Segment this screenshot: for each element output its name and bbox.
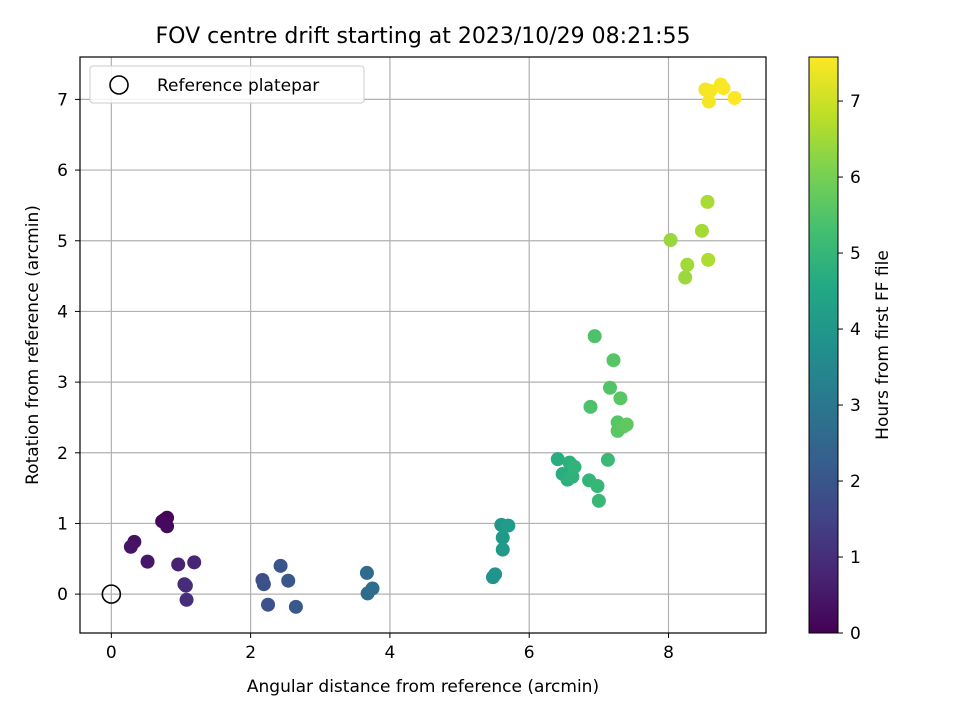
colorbar-tick-label: 5 <box>850 244 861 264</box>
scatter-point <box>583 399 598 414</box>
colorbar-tick-label: 4 <box>850 320 861 340</box>
scatter-point <box>160 519 175 534</box>
legend-marker <box>109 75 129 95</box>
x-axis-label: Angular distance from reference (arcmin) <box>247 677 599 697</box>
y-tick-label: 1 <box>57 514 68 534</box>
colorbar-tick-label: 3 <box>850 396 861 416</box>
y-tick-label: 4 <box>57 302 68 322</box>
y-tick-label: 2 <box>57 444 68 464</box>
scatter-point <box>602 380 617 395</box>
scatter-point <box>694 223 709 238</box>
y-tick-label: 6 <box>57 161 68 181</box>
scatter-point <box>600 452 615 467</box>
y-tick-label: 0 <box>57 585 68 605</box>
data-points <box>123 77 742 614</box>
scatter-point <box>179 592 194 607</box>
colorbar-tick-label: 6 <box>850 168 861 188</box>
scatter-point <box>288 599 303 614</box>
scatter-point <box>606 353 621 368</box>
reference-marker <box>101 584 122 604</box>
legend-box <box>89 65 365 104</box>
scatter-point <box>613 391 628 406</box>
colorbar-label: Hours from first FF file <box>873 250 893 440</box>
x-tick-label: 4 <box>385 643 396 663</box>
scatter-point <box>727 90 742 105</box>
colorbar: 0 1 2 3 4 5 6 7 Hours from first FF file <box>808 56 893 644</box>
scatter-point <box>587 329 602 344</box>
scatter-point <box>703 83 718 98</box>
colorbar-tick-label: 1 <box>850 548 861 568</box>
legend: Reference platepar <box>89 65 365 104</box>
scatter-point <box>171 557 186 572</box>
scatter-point <box>256 577 271 592</box>
scatter-point <box>550 452 565 467</box>
y-tick-label: 3 <box>57 373 68 393</box>
y-axis-label: Rotation from reference (arcmin) <box>23 205 43 485</box>
colorbar-gradient <box>808 56 839 634</box>
scatter-point <box>716 81 731 96</box>
colorbar-tick-label: 7 <box>850 92 861 112</box>
scatter-point <box>488 567 503 582</box>
colorbar-ticks: 0 1 2 3 4 5 6 7 <box>838 92 861 644</box>
scatter-point <box>680 257 695 272</box>
scatter-point <box>700 194 715 209</box>
scatter-point <box>678 270 693 285</box>
x-axis-ticks: 0 2 4 6 8 <box>106 633 674 663</box>
plot-frame <box>79 56 767 634</box>
colorbar-tick-label: 2 <box>850 472 861 492</box>
scatter-point <box>178 578 193 593</box>
y-tick-label: 7 <box>57 90 68 110</box>
scatter-point <box>281 573 296 588</box>
scatter-point <box>590 478 605 493</box>
x-tick-label: 2 <box>245 643 256 663</box>
colorbar-tick-label: 0 <box>850 624 861 644</box>
x-tick-label: 6 <box>524 643 535 663</box>
scatter-point <box>261 597 276 612</box>
x-tick-label: 0 <box>106 643 117 663</box>
scatter-point <box>567 459 582 474</box>
scatter-point <box>501 518 516 533</box>
scatter-point <box>359 565 374 580</box>
scatter-point <box>701 252 716 267</box>
legend-entry-reference-platepar: Reference platepar <box>157 76 319 96</box>
scatter-point <box>495 530 510 545</box>
grid-lines <box>80 57 766 633</box>
x-tick-label: 8 <box>663 643 674 663</box>
scatter-point <box>619 417 634 432</box>
scatter-point <box>701 94 716 109</box>
scatter-point <box>365 581 380 596</box>
scatter-point <box>591 493 606 508</box>
y-tick-label: 5 <box>57 232 68 252</box>
scatter-point <box>140 554 155 569</box>
chart-title: FOV centre drift starting at 2023/10/29 … <box>156 24 691 49</box>
scatter-point <box>123 539 138 554</box>
scatter-point <box>495 542 510 557</box>
scatter-point <box>187 555 202 570</box>
scatter-point <box>273 558 288 573</box>
scatter-point <box>663 233 678 248</box>
y-axis-ticks: 0 1 2 3 4 5 6 7 <box>57 90 80 605</box>
